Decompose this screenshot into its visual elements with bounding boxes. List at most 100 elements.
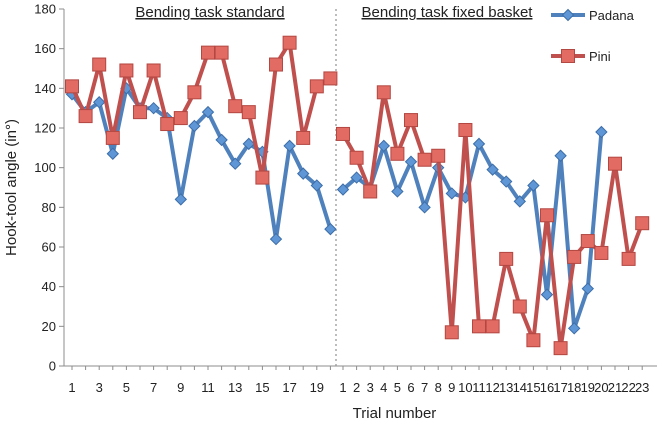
x-tick-label: 6	[407, 380, 414, 395]
data-point-padana	[283, 139, 296, 153]
y-tick-label: 140	[34, 81, 56, 96]
data-point-padana	[215, 133, 228, 147]
data-point-pini	[241, 105, 256, 120]
x-tick-label: 12	[485, 380, 499, 395]
data-point-padana	[581, 282, 595, 295]
data-point-pini	[309, 79, 324, 94]
data-point-padana	[147, 101, 160, 115]
x-tick-label: 20	[594, 380, 608, 395]
data-point-pini	[621, 251, 636, 266]
x-tick-label: 7	[421, 380, 428, 395]
legend-marker-pini	[561, 49, 575, 63]
data-point-pini	[499, 251, 514, 266]
data-point-pini	[580, 234, 595, 249]
data-point-pini	[567, 249, 582, 264]
data-point-padana	[486, 163, 499, 176]
x-tick-label: 10	[458, 380, 472, 395]
data-point-padana	[228, 157, 242, 170]
y-tick-label: 80	[42, 200, 56, 215]
x-tick-label: 2	[353, 380, 360, 395]
x-tick-label: 21	[608, 380, 622, 395]
data-point-pini	[201, 45, 215, 60]
data-point-pini	[173, 111, 188, 126]
y-tick-label: 160	[34, 41, 56, 56]
data-point-pini	[404, 113, 418, 128]
data-point-pini	[594, 245, 609, 260]
data-point-padana	[106, 147, 120, 160]
data-point-pini	[608, 156, 622, 171]
data-point-pini	[540, 208, 554, 223]
data-point-padana	[404, 155, 418, 168]
data-point-pini	[417, 152, 432, 167]
data-point-padana	[336, 183, 350, 196]
data-point-padana	[324, 222, 337, 236]
data-point-padana	[472, 137, 486, 151]
data-point-pini	[323, 71, 338, 86]
data-point-pini	[512, 299, 527, 314]
data-point-padana	[201, 105, 215, 119]
y-tick-label: 100	[34, 160, 56, 175]
x-tick-label: 19	[310, 380, 324, 395]
data-point-pini	[363, 184, 378, 199]
x-tick-label: 17	[282, 380, 296, 395]
data-point-pini	[92, 57, 107, 72]
x-tick-label: 9	[177, 380, 184, 395]
x-tick-label: 13	[228, 380, 242, 395]
series-line-padana	[341, 131, 604, 331]
data-point-pini	[376, 85, 391, 100]
data-point-pini	[444, 325, 459, 340]
data-point-pini	[296, 130, 311, 145]
x-tick-label: 23	[635, 380, 649, 395]
x-tick-label: 1	[68, 380, 75, 395]
x-tick-label: 16	[540, 380, 554, 395]
data-point-padana	[188, 119, 201, 133]
data-point-padana	[595, 125, 608, 139]
y-tick-label: 120	[34, 121, 56, 136]
legend-label-padana: Padana	[589, 8, 635, 23]
x-tick-label: 15	[526, 380, 540, 395]
data-point-padana	[540, 288, 554, 301]
x-tick-label: 15	[255, 380, 269, 395]
x-tick-label: 18	[567, 380, 581, 395]
x-tick-label: 5	[123, 380, 130, 395]
y-tick-label: 20	[42, 319, 56, 334]
data-point-pini	[214, 45, 229, 60]
data-point-pini	[187, 85, 202, 100]
series-layer	[65, 35, 650, 356]
data-point-pini	[635, 216, 650, 231]
data-point-pini	[119, 63, 134, 78]
x-tick-label: 3	[96, 380, 103, 395]
data-point-pini	[282, 35, 297, 50]
y-tick-label: 40	[42, 279, 56, 294]
data-point-pini	[336, 126, 350, 141]
data-point-pini	[105, 130, 120, 145]
data-point-pini	[553, 341, 568, 356]
x-tick-label: 13	[499, 380, 513, 395]
x-tick-label: 11	[201, 380, 215, 395]
data-point-pini	[133, 105, 147, 120]
x-tick-label: 11	[472, 380, 486, 395]
series-line-padana	[70, 86, 333, 242]
series-padana	[65, 82, 608, 335]
x-tick-label: 5	[394, 380, 401, 395]
data-point-padana	[418, 201, 431, 214]
data-point-padana	[350, 171, 363, 184]
section-title: Bending task fixed basket	[362, 4, 534, 21]
data-point-pini	[160, 117, 175, 132]
data-point-padana	[391, 185, 404, 198]
x-axis-title: Trial number	[353, 405, 437, 422]
x-tick-label: 1	[339, 380, 346, 395]
data-point-padana	[310, 179, 324, 192]
x-tick-label: 22	[621, 380, 635, 395]
data-point-pini	[390, 146, 405, 161]
y-tick-label: 180	[34, 2, 56, 17]
data-point-padana	[445, 187, 459, 200]
data-point-padana	[242, 137, 256, 151]
x-tick-label: 7	[150, 380, 157, 395]
legend-label-pini: Pini	[589, 49, 611, 64]
data-point-padana	[513, 195, 527, 208]
data-point-pini	[472, 319, 486, 334]
data-point-pini	[431, 148, 446, 163]
